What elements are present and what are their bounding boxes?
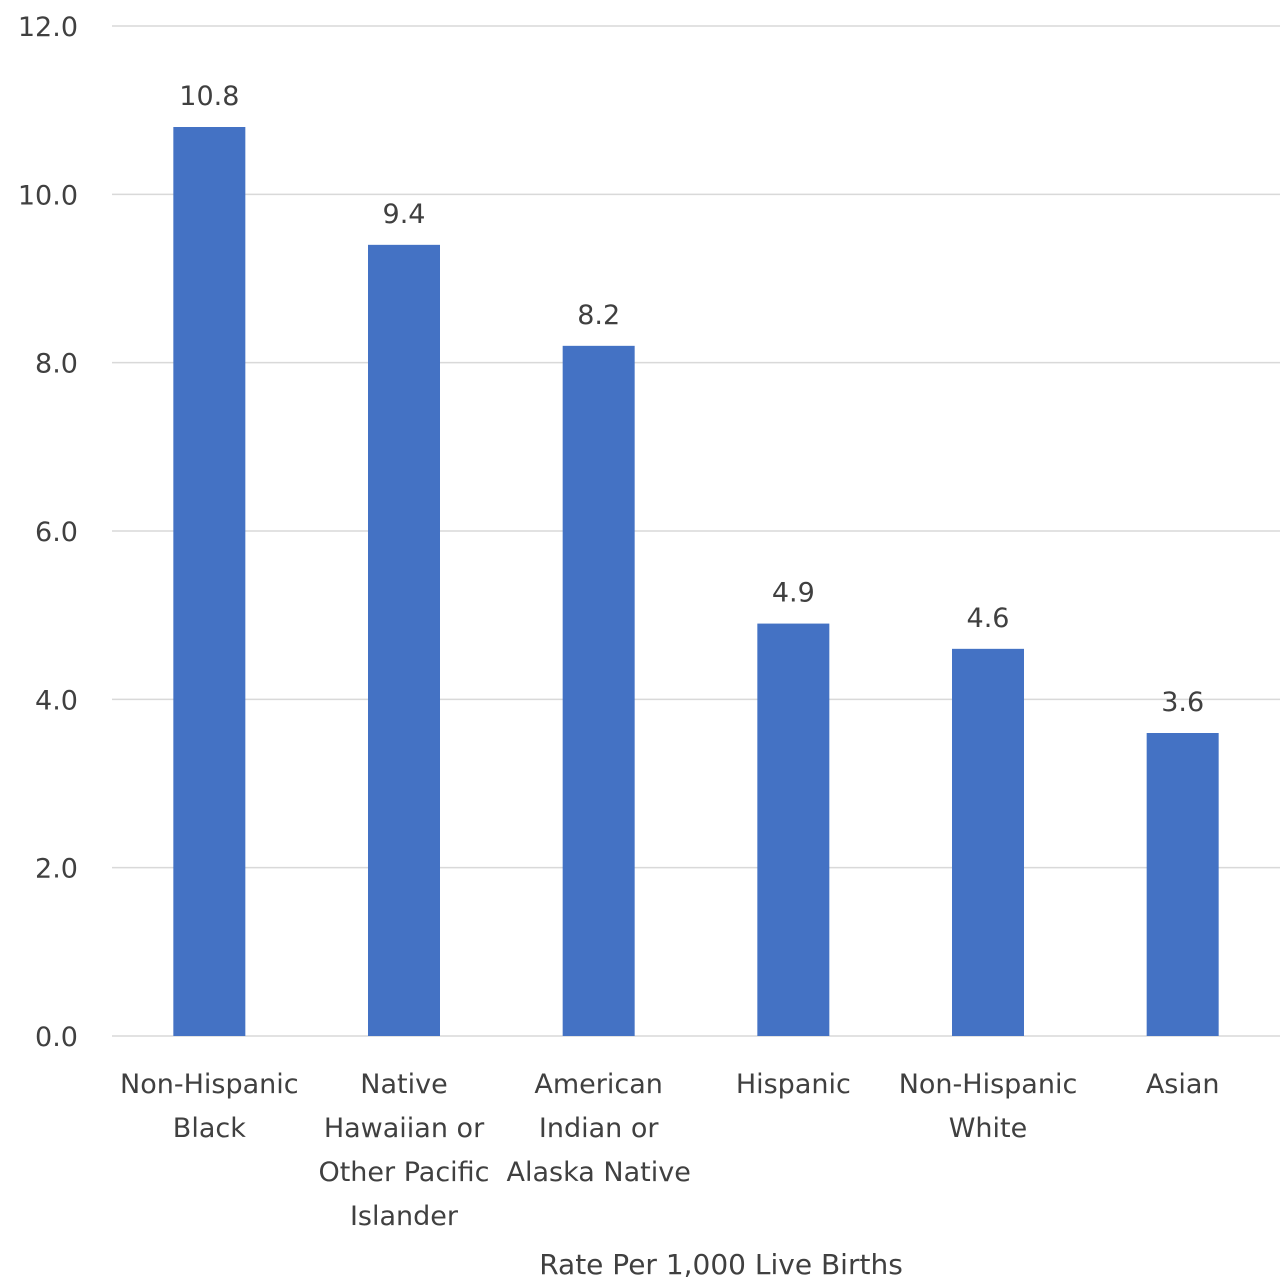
- data-label: 9.4: [383, 199, 426, 230]
- y-tick-label: 0.0: [35, 1022, 78, 1053]
- category-label: Black: [173, 1113, 246, 1144]
- y-tick-label: 10.0: [18, 180, 78, 211]
- bar: [952, 648, 1024, 1036]
- y-axis-tick-labels: 0.0 2.0 4.0 6.0 8.0 10.0 12.0: [18, 12, 78, 1053]
- bar: [173, 127, 246, 1036]
- category-label: Other Pacific: [318, 1157, 489, 1188]
- data-label: 10.8: [179, 81, 239, 112]
- bars: [173, 127, 1219, 1037]
- data-label: 4.9: [772, 578, 815, 609]
- category-label: White: [949, 1113, 1028, 1144]
- category-label: Non-Hispanic: [899, 1069, 1078, 1100]
- y-tick-label: 12.0: [18, 12, 78, 43]
- category-label: Hawaiian or: [324, 1113, 485, 1144]
- category-label: Indian or: [539, 1113, 659, 1144]
- gridlines: [112, 25, 1280, 1037]
- y-tick-label: 6.0: [35, 517, 78, 548]
- bar: [368, 244, 440, 1037]
- bar: [562, 345, 635, 1036]
- category-label: American: [534, 1069, 663, 1100]
- x-axis-title: Rate Per 1,000 Live Births: [539, 1248, 903, 1280]
- y-tick-label: 4.0: [35, 685, 78, 716]
- data-labels: 10.8 9.4 8.2 4.9 4.6 3.6: [179, 81, 1204, 718]
- category-label: Native: [360, 1069, 447, 1100]
- category-label: Non-Hispanic: [120, 1069, 299, 1100]
- category-label: Asian: [1146, 1069, 1220, 1100]
- category-label: Alaska Native: [507, 1157, 691, 1188]
- data-label: 3.6: [1161, 687, 1204, 718]
- data-label: 4.6: [967, 603, 1010, 634]
- y-tick-label: 8.0: [35, 349, 78, 380]
- bar: [1146, 733, 1219, 1036]
- data-label: 8.2: [577, 300, 620, 331]
- x-axis-category-labels: Non-Hispanic Black Native Hawaiian or Other …: [120, 1069, 1219, 1232]
- y-tick-label: 2.0: [35, 854, 78, 885]
- category-label: Islander: [350, 1201, 459, 1232]
- bar: [757, 623, 830, 1036]
- category-label: Hispanic: [736, 1069, 851, 1100]
